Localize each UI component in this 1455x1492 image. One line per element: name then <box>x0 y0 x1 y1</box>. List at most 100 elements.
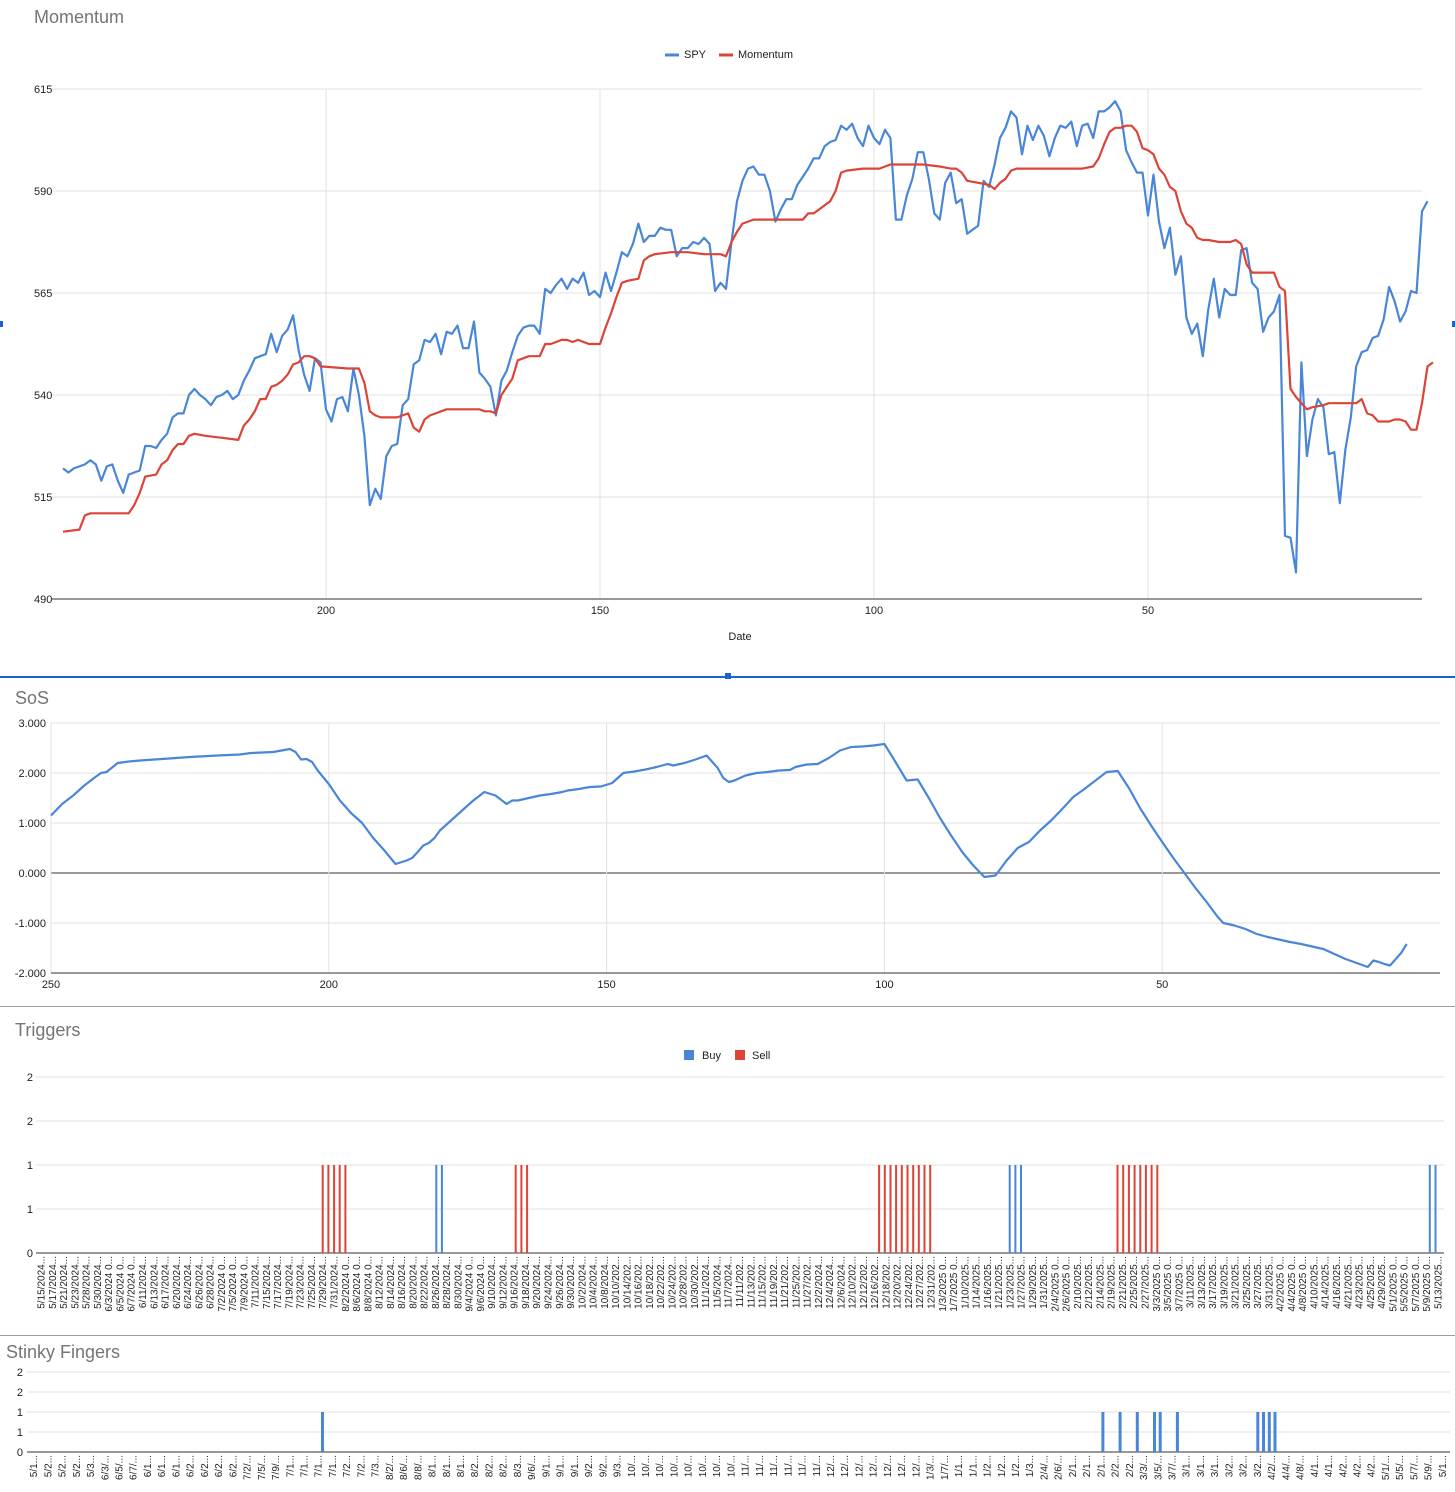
bar-sell <box>338 1165 341 1253</box>
x-tick-label: 9/6/... <box>527 1455 538 1480</box>
x-tick-label: 9/1... <box>556 1455 567 1477</box>
x-tick-label: 50 <box>1156 979 1168 991</box>
x-tick-label: 7/5/2024 0... <box>228 1256 239 1312</box>
y-tick-label: 0 <box>27 1248 33 1260</box>
x-tick-label: 4/8/... <box>1296 1455 1307 1480</box>
bar-sell <box>327 1165 330 1253</box>
x-tick-label: 100 <box>865 605 883 617</box>
x-tick-label: 4/16/2025... <box>1332 1256 1343 1309</box>
x-tick-label: 10/... <box>641 1455 652 1477</box>
triggers-chart: Triggers Buy Sell 2 2 1 1 0 5/15/2024... 5/17… <box>15 1020 1444 1312</box>
x-tick-label: 4/25/2025... <box>1366 1256 1377 1309</box>
y-tick-label: 2 <box>27 1116 33 1128</box>
x-tick-label: 3/5/... <box>1153 1455 1164 1480</box>
x-tick-label: 7/5/... <box>257 1455 268 1480</box>
x-tick-label: 12/... <box>826 1455 837 1477</box>
bar-buy <box>435 1165 438 1253</box>
x-tick-label: 9/3... <box>613 1455 624 1477</box>
y-tick-label: 0 <box>17 1447 23 1459</box>
x-tick-label: 10/4/2024... <box>589 1256 600 1309</box>
x-tick-label: 7/1... <box>285 1455 296 1477</box>
x-tick-label: 11/... <box>783 1455 794 1477</box>
x-tick-label: 6/24/2024... <box>183 1256 194 1309</box>
x-tick-label: 10/... <box>726 1455 737 1477</box>
x-tick-label: 5/1/... <box>1381 1455 1392 1480</box>
x-tick-label: 11/27/202... <box>803 1256 814 1308</box>
x-tick-label: 5/21/2024... <box>59 1256 70 1309</box>
x-tick-label: 12/2/2024... <box>814 1256 825 1309</box>
x-tick-label: 250 <box>42 979 60 991</box>
y-tick-label: 1 <box>27 1204 33 1216</box>
x-tick-label: 12/18/202... <box>881 1256 892 1309</box>
bar-signal <box>321 1412 324 1452</box>
series-line-momentum <box>62 124 1434 533</box>
y-tick-label: 1 <box>17 1407 23 1419</box>
x-tick-label: 6/28/2024... <box>206 1256 217 1309</box>
x-tick-label: 2/12/2025... <box>1084 1256 1095 1309</box>
x-tick-label: 11/7/2024... <box>724 1256 735 1308</box>
x-tick-label: 10/22/202... <box>656 1256 667 1309</box>
x-tick-label: 10/... <box>670 1455 681 1477</box>
x-tick-label: 3/21/2025... <box>1231 1256 1242 1309</box>
bar-buy <box>1434 1165 1437 1253</box>
bar-signal <box>1135 1412 1139 1452</box>
x-tick-label: 5/1/2025 0... <box>1388 1256 1399 1312</box>
x-tick-label: 3/17/2025... <box>1208 1256 1219 1309</box>
x-tick-label: 10/10/202... <box>611 1256 622 1309</box>
x-tick-label: 5/3... <box>86 1455 97 1477</box>
x-tick-label: 2/2... <box>1125 1455 1136 1477</box>
x-tick-label: 100 <box>875 979 893 991</box>
resize-handle[interactable] <box>725 673 731 679</box>
y-tick-label: 565 <box>34 288 52 300</box>
x-tick-label: 12/... <box>869 1455 880 1477</box>
x-tick-label: 8/12/2024... <box>375 1256 386 1309</box>
x-tick-label: 5/28/2024... <box>82 1256 93 1309</box>
legend-momentum: Momentum <box>738 49 793 61</box>
x-tick-label: 10/16/202... <box>634 1256 645 1309</box>
x-tick-label: 2/2... <box>1111 1455 1122 1477</box>
x-tick-label: 3/2... <box>1224 1455 1235 1477</box>
resize-handle-right[interactable] <box>1452 321 1455 327</box>
bar-sell <box>895 1165 898 1253</box>
x-tick-label: 2/6/2025 0... <box>1062 1256 1073 1312</box>
x-tick-label: 9/26/2024... <box>555 1256 566 1309</box>
bar-signal <box>1273 1412 1277 1452</box>
y-tick-label: 2 <box>17 1387 23 1399</box>
x-tick-label: 7/11/2024... <box>251 1256 262 1308</box>
x-tick-label: 9/12/2024... <box>499 1256 510 1309</box>
x-tick-label: 12/12/202... <box>859 1256 870 1309</box>
x-tick-label: 8/30/2024... <box>453 1256 464 1309</box>
x-tick-label: 5/13/2025... <box>1433 1256 1444 1309</box>
y-tick-label: 2 <box>17 1367 23 1379</box>
x-tick-label: 11/1/2024... <box>701 1256 712 1308</box>
x-tick-label: 8/22/2024... <box>420 1256 431 1309</box>
x-tick-label: 1/7/... <box>940 1455 951 1480</box>
x-tick-label: 200 <box>317 605 335 617</box>
y-tick-label: 1 <box>27 1160 33 1172</box>
x-tick-label: 6/1... <box>171 1455 182 1477</box>
x-tick-label: 12/10/202... <box>848 1256 859 1309</box>
x-tick-label: 8/2/2024 0... <box>341 1256 352 1312</box>
x-tick-label: 6/3/... <box>100 1455 111 1480</box>
legend-sell: Sell <box>752 1050 770 1062</box>
x-tick-label: 2/21/2025... <box>1118 1256 1129 1309</box>
x-tick-label: 7/15/2024... <box>262 1256 273 1309</box>
resize-handle-left[interactable] <box>0 321 3 327</box>
bar-sell <box>520 1165 523 1253</box>
y-tick-label: 615 <box>34 84 52 96</box>
x-tick-label: 9/1... <box>541 1455 552 1477</box>
x-tick-label: 8/28/2024... <box>442 1256 453 1309</box>
x-tick-label: 3/27/2025... <box>1253 1256 1264 1309</box>
x-tick-label: 3/3/2025 0... <box>1152 1256 1163 1312</box>
x-tick-label: 8/3... <box>513 1455 524 1477</box>
x-tick-label: 6/13/2024... <box>149 1256 160 1309</box>
x-tick-label: 10/8/2024... <box>600 1256 611 1309</box>
x-tick-label: 5/9/... <box>1424 1455 1435 1480</box>
x-tick-label: 2/1... <box>1082 1455 1093 1477</box>
bar-buy <box>1020 1165 1022 1253</box>
bar-sell <box>1156 1165 1159 1253</box>
x-tick-label: 5/7/2025 0... <box>1411 1256 1422 1312</box>
x-tick-label: 11/... <box>755 1455 766 1477</box>
x-tick-label: 6/2... <box>228 1455 239 1477</box>
x-tick-label: 11/25/202... <box>791 1256 802 1308</box>
